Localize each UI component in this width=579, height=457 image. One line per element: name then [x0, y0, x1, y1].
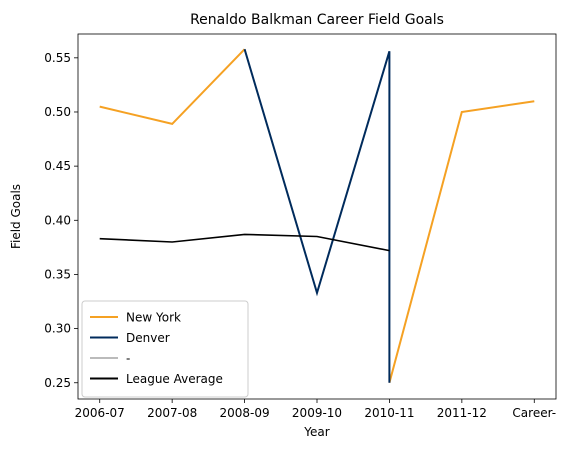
y-tick-label: 0.35	[44, 267, 71, 281]
x-tick-label: 2011-12	[437, 406, 487, 420]
chart-title: Renaldo Balkman Career Field Goals	[190, 12, 444, 28]
x-tick-label: Career-	[512, 406, 556, 420]
series-line-2	[243, 48, 391, 383]
legend-label: League Average	[126, 372, 223, 386]
y-axis: 0.25 0.30 0.35 0.40 0.45 0.50 0.55	[44, 51, 78, 390]
legend-label: New York	[126, 311, 181, 325]
y-tick-label: 0.50	[44, 105, 71, 119]
x-tick-label: 2008-09	[220, 406, 270, 420]
x-axis: 2006-07 2007-08 2008-09 2009-10 2010-11 2011-…	[75, 399, 556, 420]
legend-label: Denver	[126, 331, 170, 345]
x-tick-label: 2010-11	[364, 406, 414, 420]
series-line-1	[388, 100, 535, 384]
y-tick-label: 0.55	[44, 51, 71, 65]
y-tick-label: 0.25	[44, 376, 71, 390]
y-tick-label: 0.45	[44, 159, 71, 173]
series-line-0	[99, 48, 246, 126]
legend-box	[81, 300, 249, 398]
x-tick-label: 2006-07	[75, 406, 125, 420]
y-axis-title: Field Goals	[9, 184, 23, 249]
series-line-4	[99, 233, 390, 252]
y-tick-label: 0.30	[44, 322, 71, 336]
x-tick-label: 2009-10	[292, 406, 342, 420]
x-tick-label: 2007-08	[147, 406, 197, 420]
legend: New York Denver - League Average	[81, 300, 249, 398]
series-layer	[99, 48, 535, 384]
y-tick-label: 0.40	[44, 213, 71, 227]
x-axis-title: Year	[303, 425, 329, 439]
legend-label: -	[126, 352, 130, 366]
